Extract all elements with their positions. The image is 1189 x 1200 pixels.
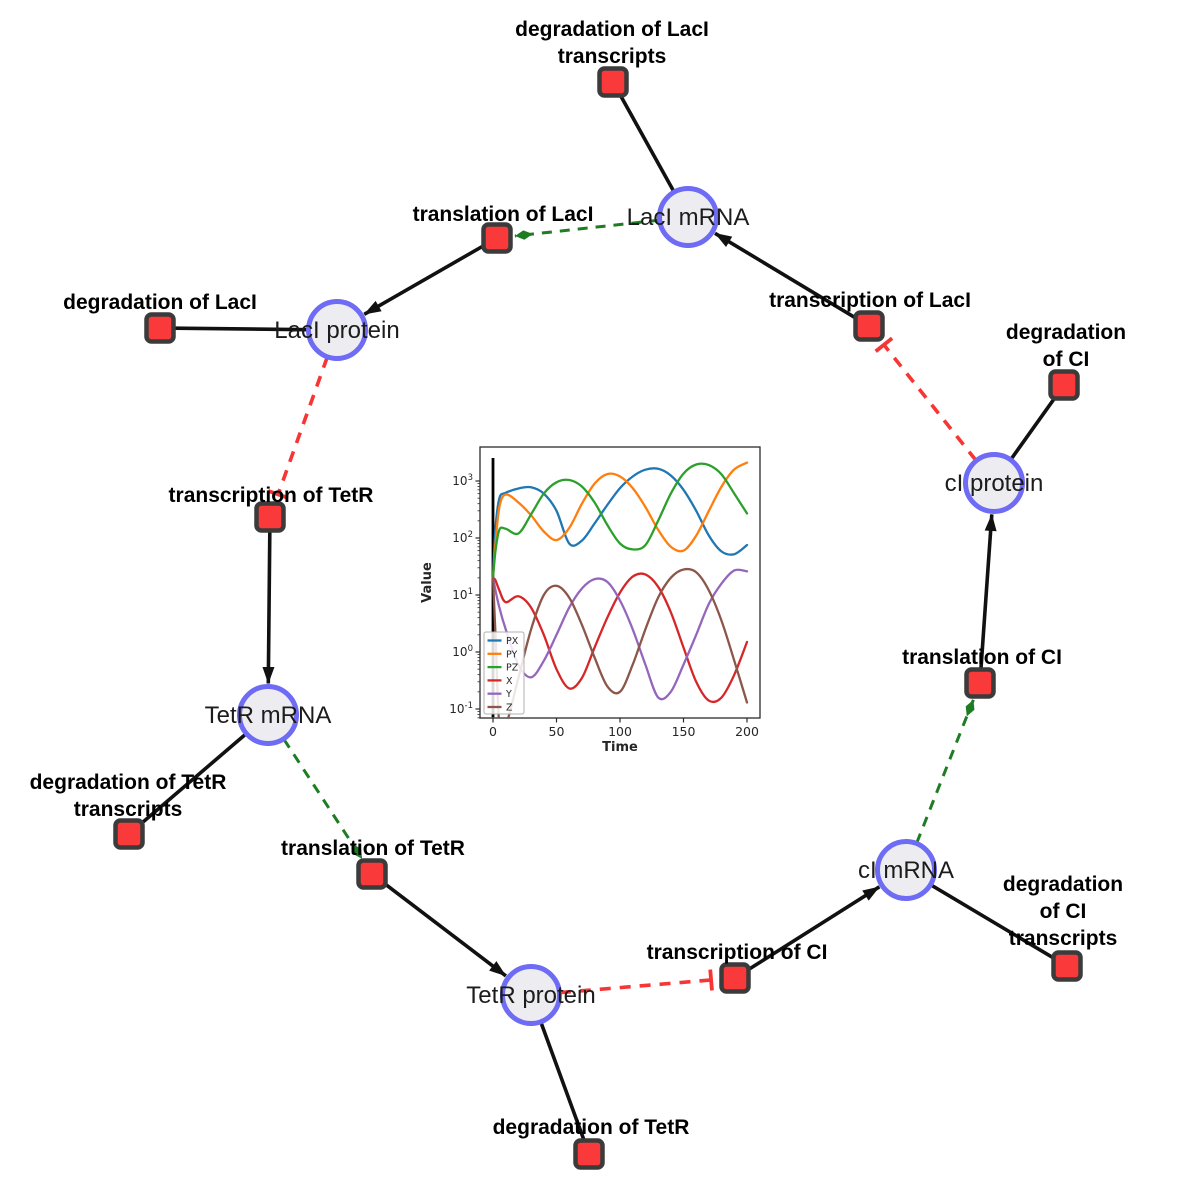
reaction-label-degradation-of-cI: degradation of CI bbox=[1005, 321, 1127, 371]
reaction-node-deg_tetR bbox=[573, 1138, 605, 1170]
chart-y-tick-label: 100 bbox=[452, 644, 473, 659]
edge-transl_tetR-tetR_protein bbox=[382, 881, 507, 978]
reaction-label-degradation-of-cI-transcripts: degradation of CI transcripts bbox=[1002, 873, 1124, 950]
chart-legend: PX PY PZ XYZ bbox=[483, 631, 525, 715]
chart-series-PZ bbox=[491, 462, 749, 579]
species-node-cI_mRNA bbox=[875, 839, 937, 901]
edge-tetR_protein-deg_tetR bbox=[539, 1021, 586, 1141]
chart-x-tick-label: 200 bbox=[735, 724, 759, 739]
chart-x-tick-label: 0 bbox=[489, 724, 497, 739]
reaction-label-translation-of-tetR: translation of TetR bbox=[281, 837, 465, 860]
inset-chart: 0 50 100 150 20010-1100101102103TimeValuePXP… bbox=[420, 446, 761, 755]
reaction-node-tx_tetR bbox=[254, 501, 286, 533]
reaction-label-transcription-of-cI: transcription of CI bbox=[646, 941, 828, 964]
chart-legend-label-PY: PY bbox=[506, 649, 518, 660]
chart-x-tick-label: 150 bbox=[672, 724, 696, 739]
reaction-label-transcription-of-tetR: transcription of TetR bbox=[168, 484, 374, 507]
chart-x-tick-label: 50 bbox=[549, 724, 565, 739]
chart-y-tick-label: 102 bbox=[452, 530, 473, 545]
species-node-tetR_protein bbox=[500, 964, 562, 1026]
chart-legend-label-Z: Z bbox=[506, 703, 513, 714]
chart-x-tick-label: 100 bbox=[608, 724, 632, 739]
edge-tx_cI-cI_mRNA bbox=[746, 885, 881, 972]
reaction-label-degradation-of-tetR-transcripts: degradation of TetR transcripts bbox=[29, 771, 227, 821]
edge-cI_mRNA-deg_cI_tx bbox=[929, 883, 1056, 960]
reaction-label-translation-of-cI: translation of CI bbox=[902, 646, 1062, 669]
edge-transl_lacI-lacI_protein bbox=[363, 243, 485, 316]
reaction-node-deg_tetR_tx bbox=[113, 818, 145, 850]
chart-series-X bbox=[491, 572, 749, 704]
edge-tx_tetR-tetR_mRNA bbox=[262, 531, 275, 684]
chart-series-PY bbox=[491, 461, 749, 579]
reaction-node-deg_cI bbox=[1048, 369, 1080, 401]
chart-legend-label-PX: PX bbox=[506, 636, 519, 647]
chart-legend-label-PZ: PZ bbox=[506, 663, 519, 674]
reaction-node-deg_cI_tx bbox=[1051, 950, 1083, 982]
reaction-label-degradation-of-lacI: degradation of LacI bbox=[63, 291, 257, 314]
chart-legend-label-Y: Y bbox=[505, 689, 512, 700]
species-node-tetR_mRNA bbox=[237, 684, 299, 746]
species-label-lacI-protein: LacI protein bbox=[274, 317, 400, 344]
edge-tetR_mRNA-deg_tetR_tx bbox=[139, 732, 248, 826]
edge-cI_mRNA-transl_cI bbox=[915, 699, 975, 844]
edge-cI_protein-deg_cI bbox=[1009, 396, 1057, 461]
reaction-label-degradation-of-lacI-transcripts: degradation of LacI transcripts bbox=[515, 18, 709, 68]
reaction-node-transl_lacI bbox=[481, 222, 513, 254]
edge-tetR_protein-tx_cI bbox=[559, 969, 714, 995]
chart-y-tick-label: 103 bbox=[452, 473, 473, 488]
species-node-cI_protein bbox=[963, 452, 1025, 514]
reaction-label-translation-of-lacI: translation of LacI bbox=[412, 203, 594, 226]
reaction-node-transl_tetR bbox=[356, 858, 388, 890]
edge-tx_lacI-lacI_mRNA bbox=[714, 231, 858, 320]
species-node-lacI_mRNA bbox=[657, 186, 719, 248]
species-node-lacI_protein bbox=[306, 299, 368, 361]
species-nodes-layer bbox=[237, 186, 1025, 1026]
chart-y-tick-label: 10-1 bbox=[449, 701, 473, 716]
reaction-label-transcription-of-lacI: transcription of LacI bbox=[769, 289, 971, 312]
chart-axes bbox=[479, 446, 761, 719]
reaction-node-tx_cI bbox=[719, 962, 751, 994]
reaction-nodes-layer bbox=[113, 66, 1083, 1170]
reaction-node-transl_cI bbox=[964, 667, 996, 699]
species-label-cI-mRNA: cI mRNA bbox=[858, 857, 954, 884]
reaction-node-deg_lacI bbox=[144, 312, 176, 344]
species-label-tetR-protein: TetR protein bbox=[466, 982, 596, 1009]
edge-transl_cI-cI_protein bbox=[979, 513, 997, 669]
edge-tetR_mRNA-transl_tetR bbox=[282, 738, 364, 860]
edge-lacI_mRNA-transl_lacI bbox=[514, 218, 660, 240]
species-label-tetR-mRNA: TetR mRNA bbox=[204, 702, 332, 729]
edge-lacI_protein-tx_tetR bbox=[267, 356, 329, 500]
chart-legend-label-X: X bbox=[506, 676, 513, 687]
edge-deg_lacI_tx-lacI_mRNA bbox=[618, 94, 676, 193]
reaction-label-degradation-of-tetR: degradation of TetR bbox=[492, 1116, 690, 1139]
chart-xlabel: Time bbox=[602, 740, 638, 755]
edge-lacI_protein-deg_lacI bbox=[174, 326, 309, 332]
species-label-cI-protein: cI protein bbox=[944, 470, 1044, 497]
chart-y-tick-label: 101 bbox=[452, 587, 473, 602]
species-label-lacI-mRNA: LacI mRNA bbox=[626, 204, 750, 231]
chart-series-PX bbox=[491, 467, 749, 579]
reaction-node-tx_lacI bbox=[853, 310, 885, 342]
reaction-node-deg_lacI_tx bbox=[597, 66, 629, 98]
chart-ylabel: Value bbox=[420, 562, 435, 603]
edges-layer bbox=[139, 94, 1057, 1141]
edge-cI_protein-tx_lacI bbox=[874, 336, 978, 462]
